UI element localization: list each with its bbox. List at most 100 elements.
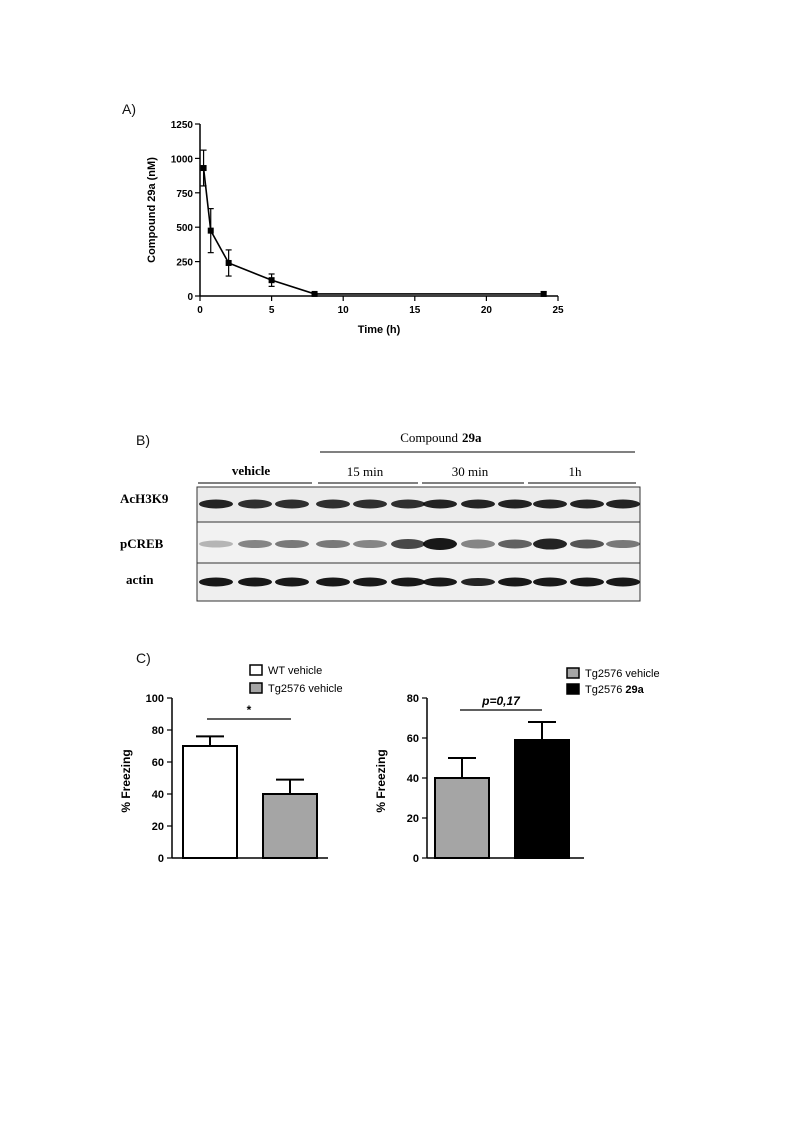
blot-band-actin <box>606 577 640 587</box>
pk-y-tick-label: 500 <box>176 223 193 234</box>
blot-band-pcreb <box>275 540 309 548</box>
blot-band-actin <box>238 577 272 587</box>
blot-band-pcreb <box>570 539 604 549</box>
legend-label-compound: 29a <box>625 684 644 696</box>
left-bar-marks: * <box>182 703 318 859</box>
bar-y-tick-label: 100 <box>146 693 164 705</box>
blot-bands <box>199 499 640 587</box>
blot-band-pcreb <box>316 540 350 548</box>
pk-data-point <box>268 277 275 284</box>
pk-x-tick-label: 5 <box>269 305 275 316</box>
pk-x-tick-label: 20 <box>481 305 493 316</box>
pk-data-point <box>540 290 547 297</box>
bar-y-tick-label: 20 <box>152 821 164 833</box>
blot-band-ach3k9 <box>570 499 604 509</box>
pk-data-point <box>200 165 207 172</box>
blot-group-15min: 15 min <box>347 464 384 479</box>
pk-x-tick-label: 0 <box>197 305 203 316</box>
blot-band-pcreb <box>498 539 532 549</box>
blot-band-actin <box>533 577 567 587</box>
significance-label: p=0,17 <box>481 694 521 708</box>
significance-label: * <box>247 703 252 717</box>
blot-band-actin <box>461 578 495 586</box>
left-y-axis-label: % Freezing <box>119 749 133 812</box>
blot-band-ach3k9 <box>353 499 387 509</box>
bar-y-tick-label: 60 <box>152 757 164 769</box>
blot-group-vehicle: vehicle <box>232 463 270 478</box>
panel-label-a: A) <box>122 101 136 117</box>
bar <box>182 745 238 859</box>
blot-band-ach3k9 <box>391 499 425 509</box>
bar-y-tick-label: 80 <box>152 725 164 737</box>
blot-band-pcreb <box>199 540 233 548</box>
blot-band-actin <box>316 577 350 587</box>
panel-label-b: B) <box>136 432 150 448</box>
blot-row-label-actin: actin <box>126 572 154 587</box>
blot-band-actin <box>570 577 604 587</box>
blot-band-ach3k9 <box>238 499 272 509</box>
blot-treatment-header: Compound <box>400 430 458 445</box>
pk-y-tick-label: 0 <box>187 292 193 303</box>
blot-band-actin <box>275 577 309 587</box>
blot-band-ach3k9 <box>498 499 532 509</box>
blot-band-ach3k9 <box>461 499 495 509</box>
blot-band-pcreb <box>461 539 495 549</box>
blot-band-pcreb <box>423 538 457 550</box>
blot-band-pcreb <box>533 538 567 550</box>
bar-y-tick-label: 0 <box>413 853 419 865</box>
blot-band-pcreb <box>238 540 272 548</box>
pk-data-point <box>225 259 232 266</box>
legend-swatch-tg2576-29a <box>566 683 580 695</box>
legend-label-tg2576-29a: Tg2576 29a <box>585 684 645 696</box>
pk-chart-axes: 0 250 500 750 1000 1250 0 5 10 15 20 25 <box>171 120 564 316</box>
freezing-bar-chart-right: 0 20 40 60 80 p=0,17 % Freezing Tg2576 vehic… <box>374 667 660 865</box>
blot-band-ach3k9 <box>533 499 567 509</box>
blot-band-pcreb <box>353 540 387 548</box>
blot-band-ach3k9 <box>199 499 233 509</box>
pk-y-axis-label: Compound 29a (nM) <box>146 157 158 263</box>
legend-swatch-tg2576-vehicle <box>249 682 263 694</box>
legend-label-tg2576-vehicle: Tg2576 vehicle <box>268 683 343 695</box>
legend-swatch-tg2576-vehicle-right <box>566 667 580 679</box>
pk-x-tick-label: 25 <box>552 305 564 316</box>
pk-y-tick-label: 1000 <box>171 154 194 165</box>
blot-group-1h: 1h <box>569 464 583 479</box>
blot-band-pcreb <box>606 540 640 548</box>
pk-y-tick-label: 1250 <box>171 120 194 131</box>
blot-treatment-header-compound: 29a <box>462 430 482 445</box>
blot-band-actin <box>498 577 532 587</box>
blot-band-actin <box>353 577 387 587</box>
bar-y-tick-label: 0 <box>158 853 164 865</box>
right-y-axis-label: % Freezing <box>374 749 388 812</box>
blot-band-actin <box>391 577 425 587</box>
pk-line-chart: 0 250 500 750 1000 1250 0 5 10 15 20 25 Compound 29… <box>146 120 564 336</box>
right-bar-marks: p=0,17 <box>434 694 570 859</box>
pk-data-point <box>311 290 318 297</box>
pk-x-tick-label: 10 <box>338 305 350 316</box>
blot-band-actin <box>199 577 233 587</box>
freezing-bar-chart-left: 0 20 40 60 80 100 * % Freezing WT vehicle Tg2… <box>119 664 343 865</box>
pk-data-point <box>207 227 214 234</box>
pk-y-tick-label: 250 <box>176 258 193 269</box>
blot-band-actin <box>423 577 457 587</box>
bar-y-tick-label: 60 <box>407 733 419 745</box>
blot-band-pcreb <box>391 539 425 549</box>
blot-band-ach3k9 <box>606 499 640 509</box>
pk-x-tick-label: 15 <box>409 305 421 316</box>
legend-swatch-wt-vehicle <box>249 664 263 676</box>
bar <box>262 793 318 859</box>
bar <box>434 777 490 859</box>
blot-row-label-pcreb: pCREB <box>120 536 164 551</box>
blot-group-30min: 30 min <box>452 464 489 479</box>
pk-y-tick-label: 750 <box>176 189 193 200</box>
blot-band-ach3k9 <box>275 499 309 509</box>
blot-band-ach3k9 <box>423 499 457 509</box>
pk-chart-marks <box>200 149 547 297</box>
legend-label-wt-vehicle: WT vehicle <box>268 665 322 677</box>
blot-band-ach3k9 <box>316 499 350 509</box>
bar-y-tick-label: 40 <box>152 789 164 801</box>
bar-y-tick-label: 20 <box>407 813 419 825</box>
pk-x-axis-label: Time (h) <box>358 324 401 336</box>
pk-series-line <box>202 167 544 295</box>
western-blot: Compound 29a vehicle 15 min 30 min 1h Ac… <box>120 430 641 602</box>
